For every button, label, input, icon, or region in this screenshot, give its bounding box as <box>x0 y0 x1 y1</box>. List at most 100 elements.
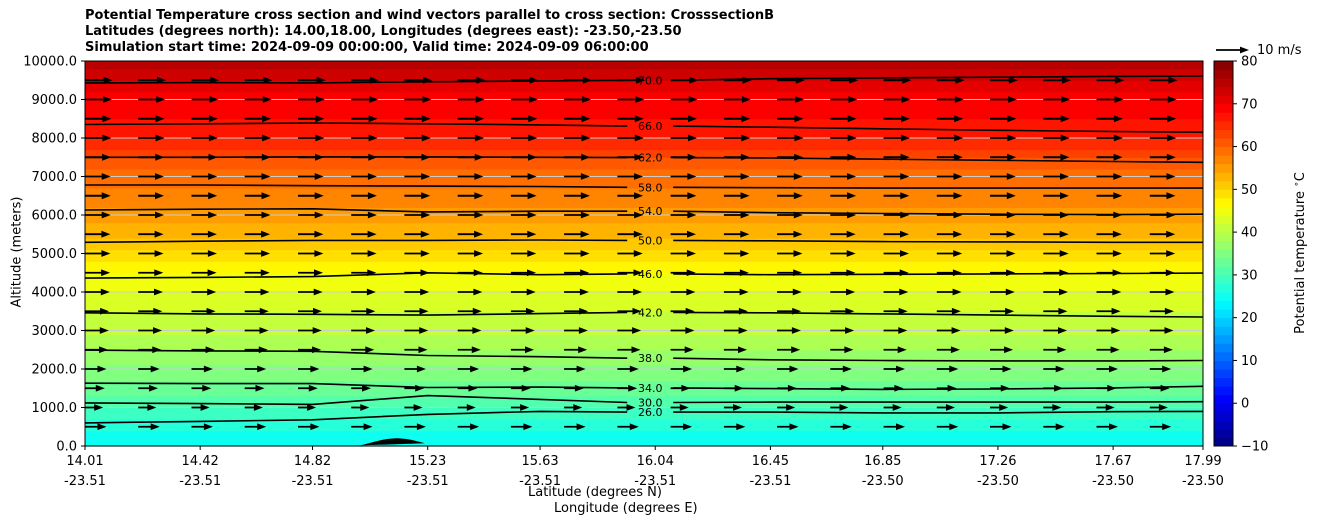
wind-arrow <box>1043 153 1070 161</box>
wind-arrow <box>723 269 749 277</box>
wind-arrow <box>191 404 210 411</box>
temperature-band <box>85 199 1203 205</box>
temperature-band <box>85 388 1203 393</box>
wind-arrow <box>191 346 215 354</box>
colorbar-tick-label: 0 <box>1241 397 1249 412</box>
wind-arrow <box>351 423 373 431</box>
wind-arrow <box>830 96 858 103</box>
wind-arrow <box>138 211 164 219</box>
wind-arrow <box>404 115 431 123</box>
colorbar-segment <box>1214 180 1233 190</box>
wind-arrow <box>990 269 1016 277</box>
wind-arrow <box>723 365 746 373</box>
wind-arrow <box>85 230 111 238</box>
contour-label: 30.0 <box>638 396 663 409</box>
wind-arrow <box>1149 250 1176 257</box>
wind-arrow <box>138 192 164 200</box>
colorbar-segment <box>1214 266 1233 276</box>
temperature-band <box>85 207 1203 212</box>
x-tick-label-lon: -23.50 <box>977 474 1019 489</box>
contour-line <box>84 207 628 213</box>
wind-arrow <box>830 115 857 123</box>
wind-arrow <box>936 230 963 238</box>
temperature-band <box>85 84 1203 89</box>
temperature-band <box>85 315 1203 320</box>
wind-arrow <box>617 76 646 84</box>
wind-arrow <box>723 423 746 431</box>
temperature-fill-bands <box>85 61 1203 447</box>
wind-arrow <box>670 307 695 315</box>
wind-arrow <box>1096 173 1123 180</box>
wind-arrow <box>138 134 165 142</box>
temperature-band <box>85 215 1203 220</box>
temperature-band <box>85 272 1203 278</box>
wind-arrow <box>457 404 476 411</box>
temperature-band <box>85 369 1203 374</box>
temperature-band <box>85 130 1203 135</box>
wind-arrow <box>191 134 218 142</box>
contour-line <box>673 311 1204 318</box>
terrain-silhouette <box>340 438 425 446</box>
wind-arrow <box>990 327 1014 334</box>
wind-arrow <box>85 96 113 103</box>
colorbar-segment <box>1214 78 1233 88</box>
wind-arrow <box>298 230 324 238</box>
wind-arrow <box>670 365 693 373</box>
colorbar-segment <box>1214 403 1233 413</box>
wind-arrow <box>298 404 317 411</box>
contour-line <box>673 400 1204 404</box>
contour-line <box>673 272 1204 276</box>
wind-arrow <box>510 173 537 180</box>
wind-arrow <box>191 192 218 200</box>
wind-arrow <box>457 269 483 277</box>
x-tick-label-lat: 16.85 <box>864 454 901 469</box>
wind-arrow <box>670 288 696 296</box>
colorbar-segment <box>1214 155 1233 165</box>
wind-arrow <box>244 365 267 373</box>
wind-arrow <box>1043 211 1069 219</box>
x-axis-label-latitude: Latitude (degrees N) <box>528 485 662 500</box>
wind-arrow <box>510 96 538 103</box>
wind-arrow <box>1149 230 1176 238</box>
wind-arrow <box>564 96 592 103</box>
wind-arrow <box>138 307 163 315</box>
contour-label: 54.0 <box>638 205 663 218</box>
wind-arrow <box>990 76 1018 84</box>
wind-arrow <box>138 327 162 334</box>
wind-arrow <box>191 288 217 296</box>
contour-line <box>84 394 628 406</box>
wind-arrow <box>1149 423 1172 431</box>
temperature-contours: 70.0 66.0 62.0 58.0 54.0 50.0 46.0 42.0 38.0 34.0… <box>84 74 1204 424</box>
wind-arrow <box>723 173 750 180</box>
wind-arrow <box>457 76 486 84</box>
y-tick-label: 9000.0 <box>32 93 78 108</box>
wind-arrow <box>1043 384 1064 392</box>
wind-arrow <box>85 192 111 200</box>
wind-arrow <box>351 153 378 161</box>
contour-line <box>84 122 628 127</box>
y-tick-label: 5000.0 <box>32 247 78 262</box>
wind-arrow <box>1149 288 1175 296</box>
colorbar-tick-label: 40 <box>1241 226 1258 241</box>
temperature-band <box>85 326 1203 332</box>
wind-arrow <box>85 327 109 334</box>
colorbar-segment <box>1214 197 1233 207</box>
colorbar-tick-label: 70 <box>1241 97 1258 112</box>
wind-arrow <box>777 192 803 200</box>
colorbar-segment <box>1214 257 1233 267</box>
wind-arrow <box>1096 404 1115 411</box>
wind-arrow <box>404 346 428 354</box>
temperature-band <box>85 68 1203 74</box>
wind-arrow <box>1096 423 1118 431</box>
temperature-band <box>85 126 1203 131</box>
wind-arrow <box>191 173 218 180</box>
colorbar-segment <box>1214 351 1233 361</box>
wind-arrow <box>244 269 270 277</box>
wind-arrow <box>617 211 644 219</box>
wind-arrow <box>85 250 111 257</box>
wind-arrow <box>85 269 111 277</box>
wind-arrow <box>138 423 160 431</box>
wind-arrow <box>404 327 429 334</box>
wind-arrow <box>1096 115 1123 123</box>
